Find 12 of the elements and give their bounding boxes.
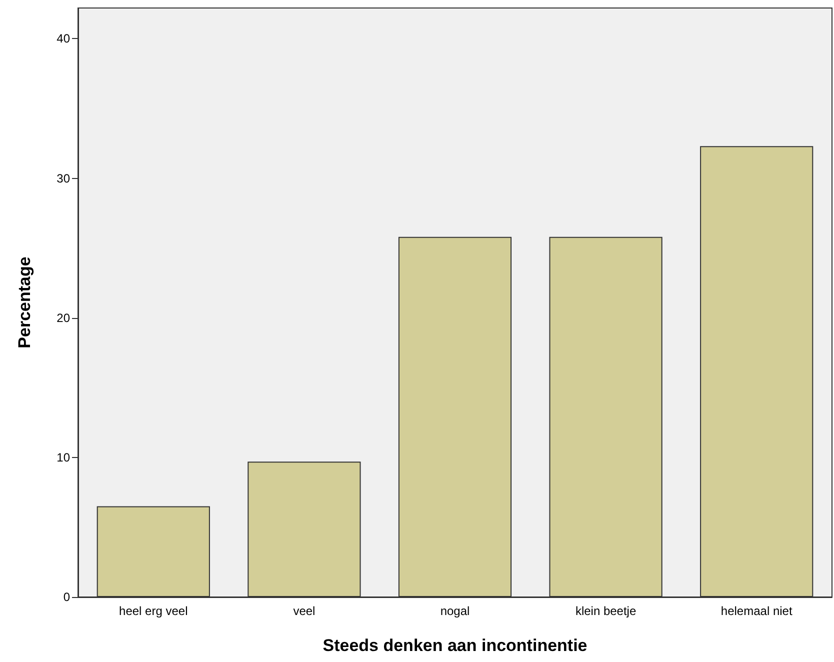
x-tick-label: klein beetje	[575, 604, 636, 618]
x-tick-label: heel erg veel	[119, 604, 188, 618]
y-axis-title: Percentage	[15, 256, 34, 348]
y-tick-label: 20	[56, 310, 70, 325]
x-axis-title: Steeds denken aan incontinentie	[322, 636, 588, 655]
y-tick-label: 30	[56, 171, 70, 186]
x-tick-label: nogal	[440, 604, 470, 618]
y-tick-label: 40	[56, 32, 70, 46]
x-tick-label: veel	[293, 604, 316, 618]
y-tick-label: 10	[56, 450, 70, 464]
y-tick-label: 0	[63, 590, 70, 604]
x-tick-label: helemaal niet	[720, 604, 793, 618]
